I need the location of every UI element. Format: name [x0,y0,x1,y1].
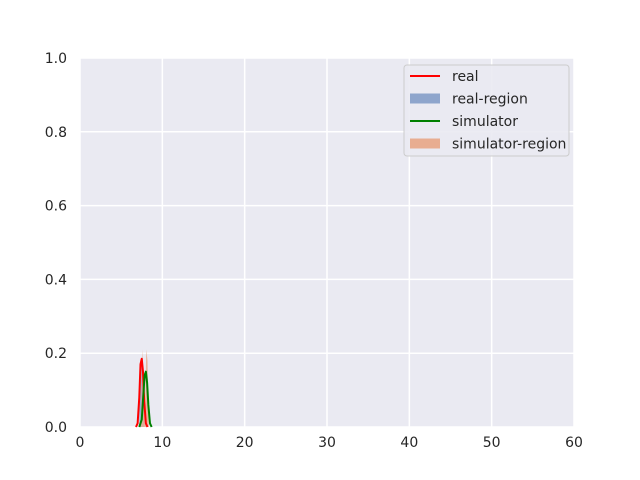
x-tick-label: 60 [565,435,583,451]
y-tick-labels: 0.0 0.2 0.4 0.6 0.8 1.0 [45,51,67,436]
legend-box [403,64,570,157]
legend-label: simulator [452,114,518,130]
y-tick-label: 1.0 [45,51,67,67]
x-tick-labels: 0 10 20 30 40 50 60 [76,435,583,451]
legend-label: real [452,69,479,85]
x-tick-label: 10 [153,435,171,451]
legend-swatch-real-region [410,93,440,104]
x-tick-label: 0 [76,435,85,451]
y-tick-label: 0.4 [45,272,67,288]
y-tick-label: 0.0 [45,420,67,436]
y-tick-label: 0.6 [45,199,67,215]
line-real [135,357,149,428]
x-tick-label: 40 [400,435,418,451]
y-tick-label: 0.2 [45,346,67,362]
series-lines [135,357,153,428]
legend: real real-region simulator simulator-region [403,64,570,157]
y-tick-label: 0.8 [45,125,67,141]
grid [79,57,575,428]
x-tick-label: 20 [236,435,254,451]
legend-label: simulator-region [452,137,566,153]
line-simulator [138,370,153,428]
x-tick-label: 50 [483,435,501,451]
legend-label: real-region [452,92,528,108]
legend-swatch-simulator-region [410,138,440,149]
x-tick-label: 30 [318,435,336,451]
